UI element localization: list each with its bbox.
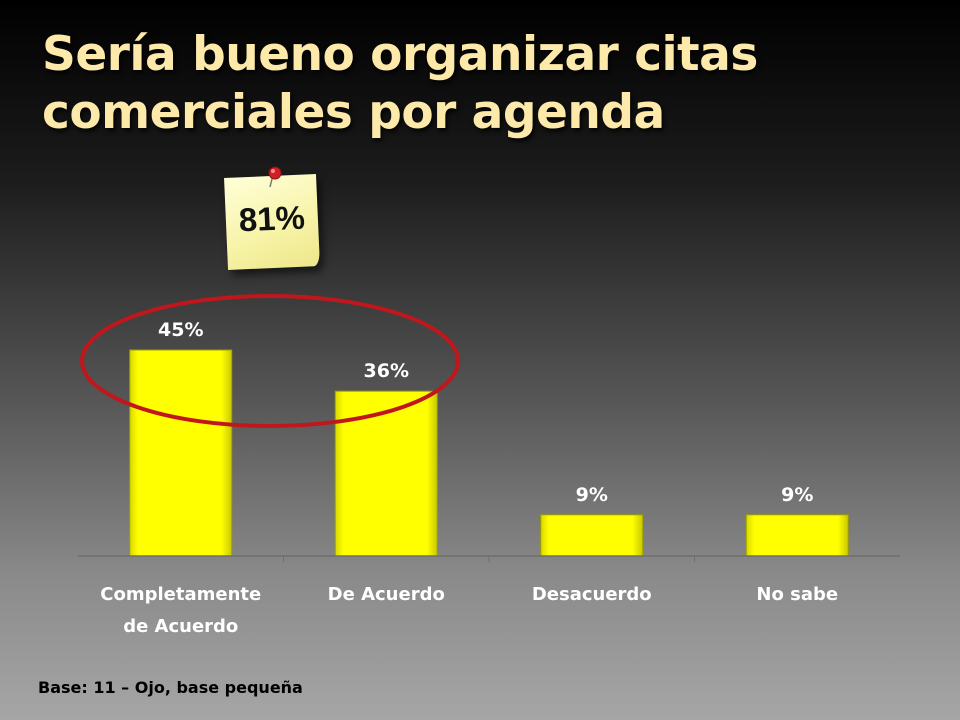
category-label-3-0: No sabe: [756, 584, 838, 605]
data-label-1: 36%: [364, 360, 409, 382]
bar-3: [745, 514, 849, 557]
pushpin-icon: [268, 166, 282, 188]
highlight-ellipse: [80, 294, 460, 428]
footnote: Base: 11 – Ojo, base pequeña: [38, 678, 303, 697]
category-label-0-0: Completamente: [100, 584, 261, 605]
page-title: Sería bueno organizar citas comerciales …: [42, 26, 922, 142]
title-line-2: comerciales por agenda: [42, 85, 665, 140]
sticky-note-value: 81%: [238, 198, 306, 239]
data-label-0: 45%: [158, 319, 203, 341]
bar-0: [129, 349, 233, 557]
category-label-2-0: Desacuerdo: [532, 584, 652, 605]
data-label-3: 9%: [781, 484, 813, 506]
category-label-0-1: de Acuerdo: [123, 616, 238, 637]
bar-1: [334, 390, 438, 557]
title-line-1: Sería bueno organizar citas: [42, 27, 758, 82]
sticky-note: 81%: [224, 174, 320, 270]
data-label-2: 9%: [576, 484, 608, 506]
bar-2: [540, 514, 644, 557]
category-label-1-0: De Acuerdo: [328, 584, 445, 605]
